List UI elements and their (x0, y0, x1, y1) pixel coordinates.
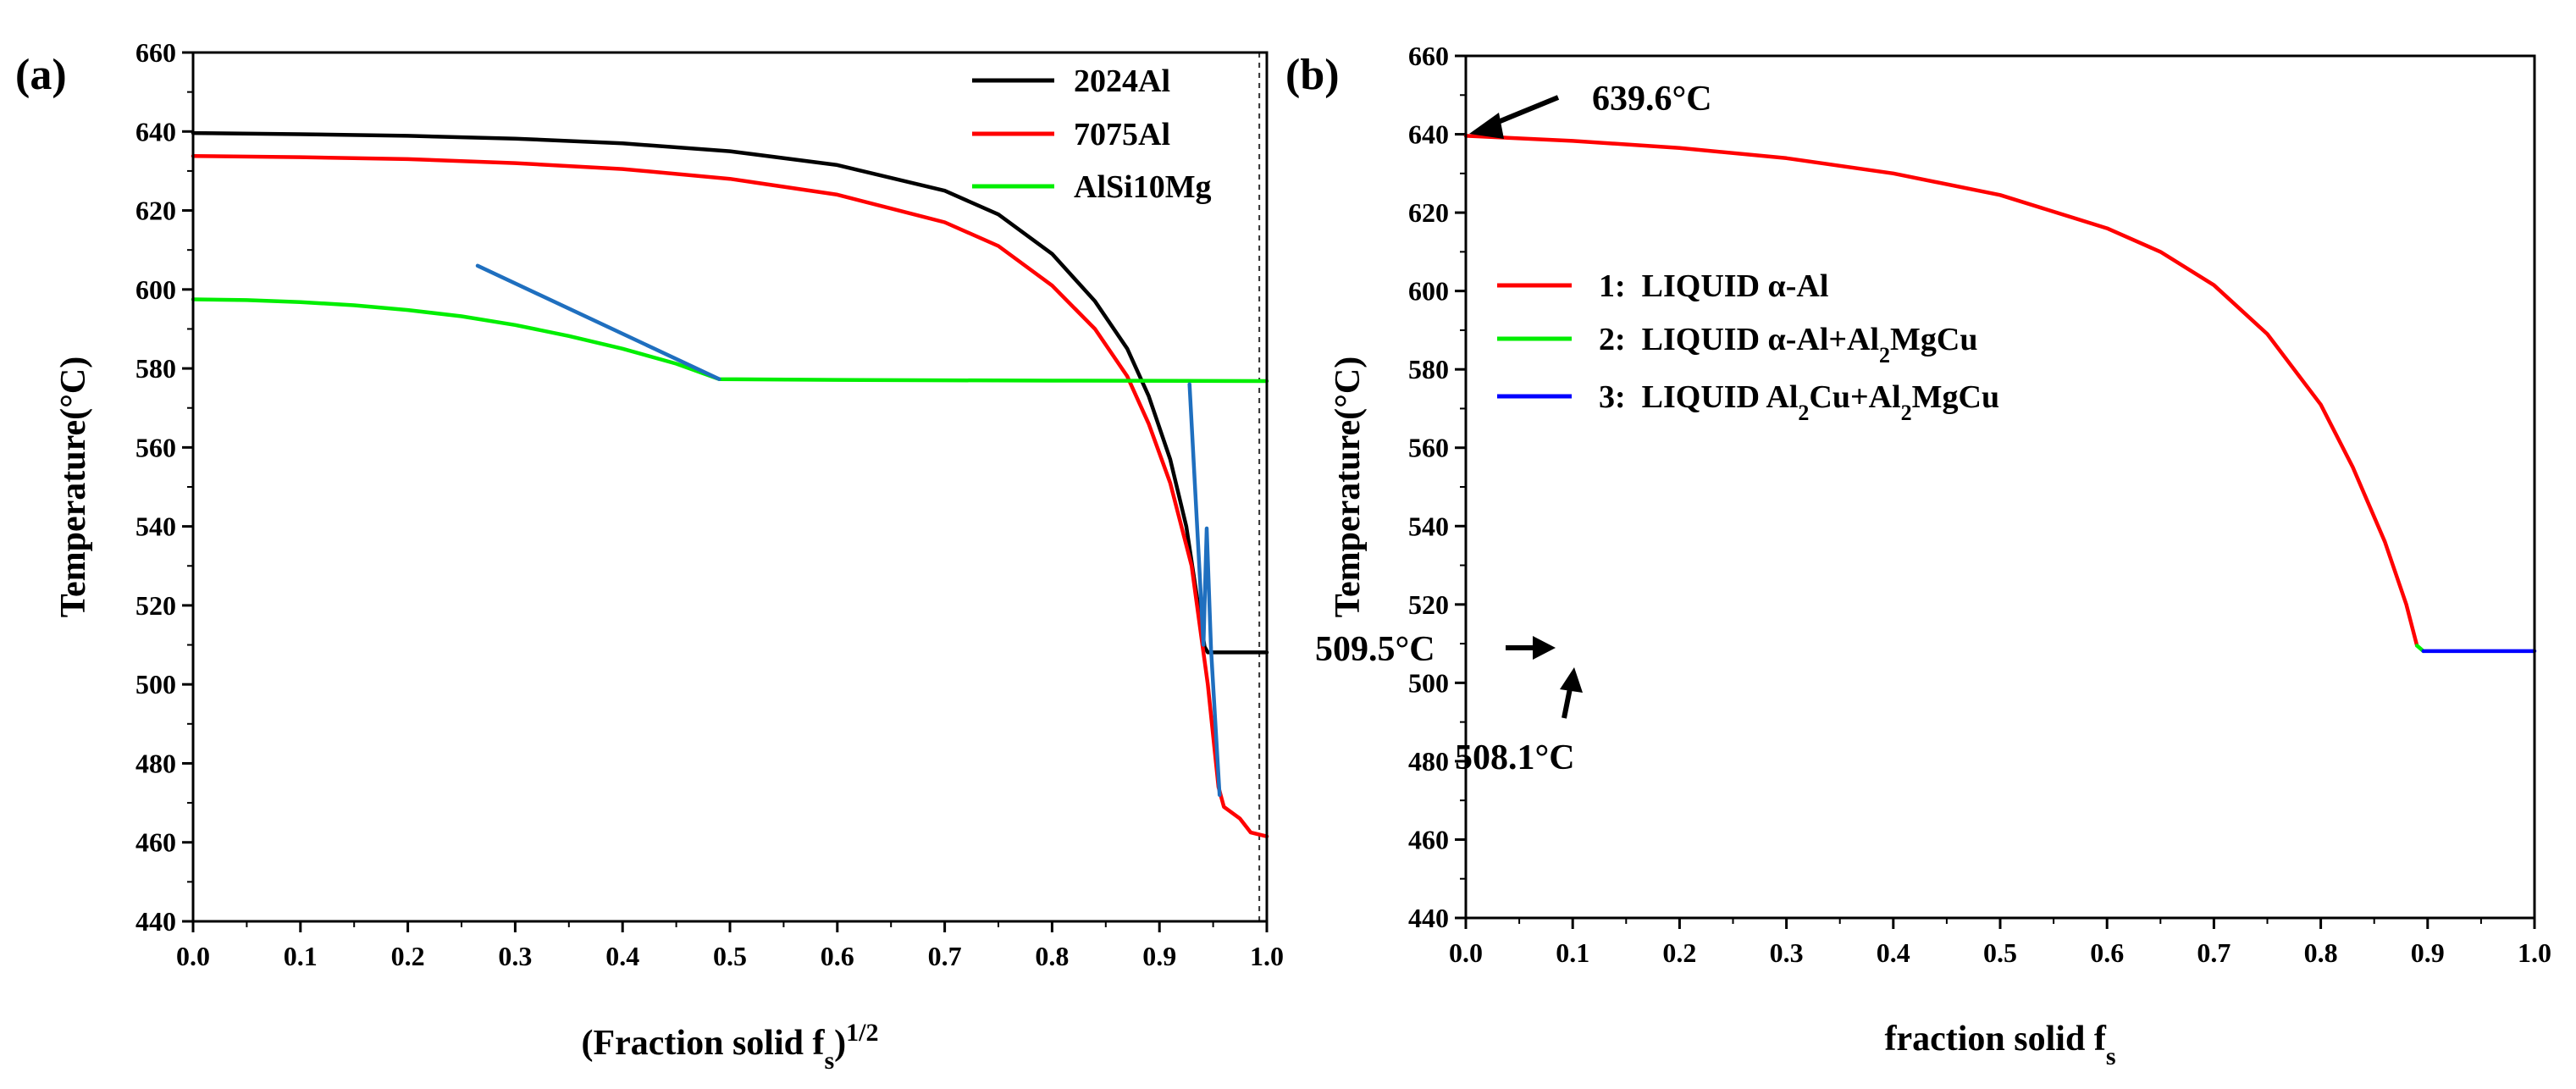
panel-b-x-tick-label-2: 0.2 (1662, 937, 1696, 968)
panel-a-y-tick-label-8: 600 (135, 274, 176, 305)
panel-a-x-tick-label-4: 0.4 (605, 941, 639, 971)
panel-b-x-tick-label-0: 0.0 (1449, 937, 1483, 968)
panel-a-plot-frame (191, 51, 1269, 923)
panel-a-y-tick-label-7: 580 (135, 353, 176, 384)
panel-a-y-tick-label-4: 520 (135, 590, 176, 621)
panel-a-label: (a) (15, 51, 67, 99)
panel-b-x-tick-label-3: 0.3 (1770, 937, 1804, 968)
legend-label-2024al: 2024Al (1074, 64, 1170, 99)
panel-b-x-tick-label-7: 0.7 (2197, 937, 2231, 968)
panel-b: (b) 0.0 0.1 0.2 0.3 0.4 0.5 0.6 0.7 0.8 0.9 1.0 44… (1285, 41, 2551, 1070)
legend-label-liquid-al2cu-al2mgcu: 3: LIQUID Al2Cu+Al2MgCu (1599, 379, 1999, 425)
panel-b-x-tick-label-5: 0.5 (1983, 937, 2017, 968)
panel-a-y-tick-label-5: 540 (135, 511, 176, 542)
panel-b-x-tick-label-4: 0.4 (1877, 937, 1910, 968)
panel-b-annotations: 639.6°C 509.5°C 508.1°C (1315, 80, 1712, 777)
panel-b-y-tick-label-10: 640 (1408, 119, 1449, 150)
panel-a-y-tick-label-9: 620 (135, 196, 176, 226)
panel-a-x-tick-label-2: 0.2 (391, 941, 425, 971)
annotation-liquidus-639-6: 639.6°C (1592, 80, 1712, 119)
panel-b-y-tick-labels: 440 460 480 500 520 540 560 580 600 620 640 660 (1408, 41, 1449, 933)
panel-b-y-tick-label-4: 520 (1408, 589, 1449, 620)
panel-b-label: (b) (1285, 51, 1340, 99)
panel-b-y-tick-label-8: 600 (1408, 276, 1449, 307)
panel-b-series-line-1-liquid-al (1463, 134, 2419, 648)
panel-b-x-tick-label-1: 0.1 (1556, 937, 1589, 968)
panel-a-x-tick-label-10: 1.0 (1250, 941, 1284, 971)
legend-label-liquid-alpha-al-al2mgcu: 2: LIQUID α-Al+Al2MgCu (1599, 322, 1978, 368)
panel-b-legend: 1: LIQUID α-Al 2: LIQUID α-Al+Al2MgCu 3:… (1497, 268, 1999, 425)
panel-a-x-tick-label-6: 0.6 (821, 941, 854, 971)
panel-a-series-line-auxiliary-3 (475, 263, 721, 381)
panel-b-x-tick-label-10: 1.0 (2518, 937, 2551, 968)
panel-a-y-tick-label-6: 560 (135, 432, 176, 462)
panel-a-x-tick-label-0: 0.0 (176, 941, 210, 971)
panel-b-x-title-sub: s (2106, 1042, 2116, 1070)
annotation-arrowhead-508-1 (1560, 667, 1583, 693)
panel-a-y-tick-label-1: 460 (135, 827, 176, 858)
panel-b-x-tick-label-8: 0.8 (2304, 937, 2338, 968)
panel-a-x-title-sup: 1/2 (846, 1019, 878, 1047)
panel-b-y-tick-label-1: 460 (1408, 824, 1449, 854)
panel-b-x-tick-label-9: 0.9 (2411, 937, 2445, 968)
panel-a-y-tick-label-2: 480 (135, 748, 176, 778)
panel-a-y-axis-title: Temperature(°C) (54, 357, 93, 617)
panel-b-y-tick-label-9: 620 (1408, 197, 1449, 228)
panel-b-y-tick-label-5: 540 (1408, 511, 1449, 541)
panel-a-legend: 2024Al 7075Al AlSi10Mg (972, 64, 1212, 205)
panel-a-x-tick-labels: 0.0 0.1 0.2 0.3 0.4 0.5 0.6 0.7 0.8 0.9 1.0 (176, 941, 1284, 971)
panel-b-x-title-main: fraction solid f (1885, 1020, 2107, 1059)
panel-a-x-axis-title: (Fraction solid fs)1/2 (582, 1019, 879, 1075)
panel-a-x-tick-label-9: 0.9 (1142, 941, 1176, 971)
panel-b-y-tick-label-3: 500 (1408, 667, 1449, 698)
panel-a-x-tick-label-5: 0.5 (713, 941, 747, 971)
annotation-arrowhead-639-6 (1469, 113, 1504, 139)
panel-a-x-tick-label-8: 0.8 (1035, 941, 1069, 971)
panel-a: (a) 0.0 0.1 0.2 0.3 0.4 0.5 0.6 0.7 0.8 0.9 1.0 44… (15, 37, 1284, 1075)
annotation-509-5: 509.5°C (1315, 630, 1435, 669)
panel-a-y-tick-labels: 440 460 480 500 520 540 560 580 600 620 640 660 (135, 37, 176, 937)
panel-a-x-title-sub: s (824, 1047, 834, 1075)
panel-b-ticks (1455, 54, 2536, 929)
panel-b-x-tick-label-6: 0.6 (2090, 937, 2124, 968)
panel-b-y-tick-label-7: 580 (1408, 354, 1449, 384)
panel-b-y-tick-label-11: 660 (1408, 41, 1449, 71)
panel-a-series (191, 53, 1269, 921)
panel-b-plot-frame (1464, 54, 2536, 920)
panel-a-series-line-auxiliary-4 (1187, 382, 1222, 798)
annotation-arrowhead-509-5 (1533, 636, 1556, 660)
panel-a-series-line-alsi10mg (191, 297, 1269, 384)
panel-a-x-tick-label-3: 0.3 (498, 941, 532, 971)
panel-b-x-tick-labels: 0.0 0.1 0.2 0.3 0.4 0.5 0.6 0.7 0.8 0.9 1.0 (1449, 937, 2551, 968)
panel-b-y-tick-label-6: 560 (1408, 433, 1449, 463)
panel-a-series-line-2024al (191, 130, 1269, 655)
legend-label-liquid-alpha-al: 1: LIQUID α-Al (1599, 268, 1828, 304)
panel-a-x-tick-label-1: 0.1 (284, 941, 318, 971)
panel-b-y-tick-label-2: 480 (1408, 746, 1449, 777)
panel-b-y-axis-title: Temperature(°C) (1329, 357, 1368, 617)
annotation-508-1: 508.1°C (1455, 738, 1575, 777)
panel-a-y-tick-label-11: 660 (135, 37, 176, 68)
panel-a-x-title-main: (Fraction solid f (582, 1024, 826, 1063)
panel-b-series (1463, 134, 2537, 654)
panel-a-x-title-close: ) (834, 1024, 846, 1063)
panel-a-series-line-7075al (191, 153, 1269, 838)
panel-a-y-tick-label-0: 440 (135, 906, 176, 937)
panel-a-x-tick-label-7: 0.7 (928, 941, 962, 971)
legend-label-7075al: 7075Al (1074, 117, 1170, 152)
legend-label-alsi10mg: AlSi10Mg (1074, 169, 1212, 205)
panel-b-x-axis-title: fraction solid fs (1885, 1020, 2116, 1070)
panel-a-y-tick-label-10: 640 (135, 116, 176, 146)
panel-b-y-tick-label-0: 440 (1408, 903, 1449, 933)
panel-a-y-tick-label-3: 500 (135, 669, 176, 699)
